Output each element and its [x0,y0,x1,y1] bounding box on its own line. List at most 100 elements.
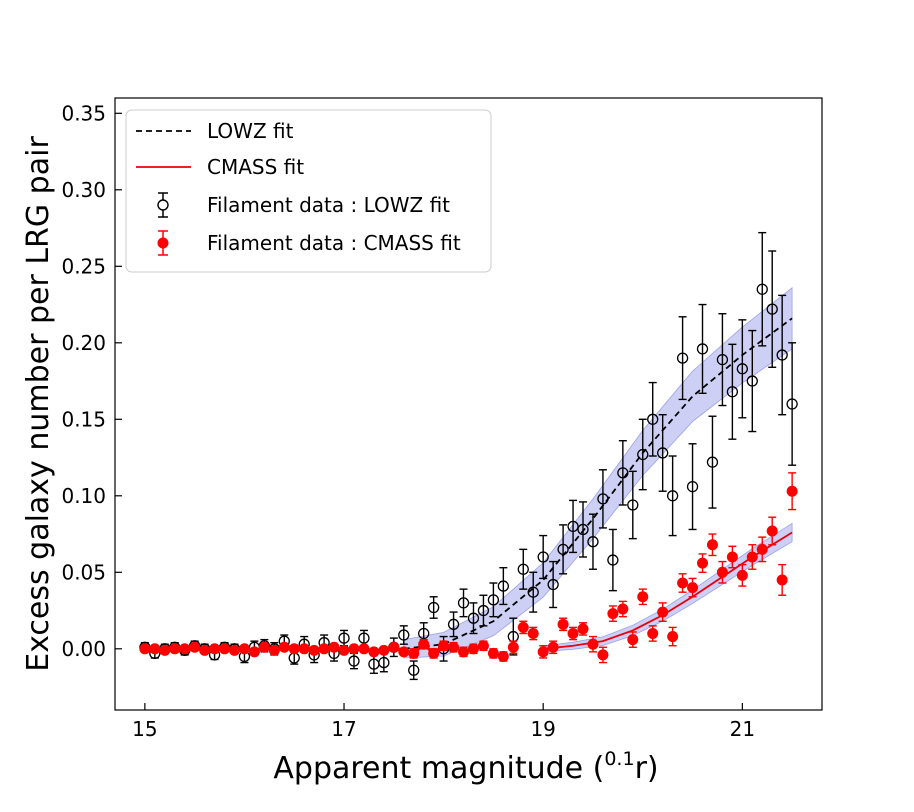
legend-lowz-data-swatch [157,192,169,218]
lowz-point-64 [776,294,788,416]
y-tick-label-0.10: 0.10 [61,484,106,508]
cmass-marker-55 [687,582,699,594]
lowz-point-38 [517,548,529,590]
lowz-point-23 [368,654,380,674]
cmass-point-64 [776,563,788,596]
lowz-point-20 [338,629,350,647]
plot-frame [114,97,823,711]
cmass-marker-24 [378,644,390,656]
cmass-marker-40 [537,646,549,658]
lowz-point-43 [567,499,579,554]
lowz-point-46 [597,469,609,529]
lowz-marker-24 [378,656,390,669]
lowz-marker-58 [716,353,729,366]
cmass-point-15 [288,643,300,655]
fit-band-cmass [542,522,793,652]
cmass-point-7 [209,643,221,655]
cmass-point-65 [786,472,798,511]
lowz-point-51 [647,381,659,457]
lowz-point-52 [657,414,669,492]
lowz-marker-38 [517,563,529,575]
cmass-marker-17 [308,644,320,656]
lowz-point-62 [756,231,768,347]
legend-box [125,109,492,273]
lowz-point-45 [587,513,599,570]
cmass-marker-13 [268,644,280,656]
lowz-point-59 [726,343,739,440]
cmass-point-10 [238,643,250,655]
lowz-marker-52 [657,447,669,459]
fit-band-lowz [403,286,793,659]
cmass-marker-59 [726,551,738,563]
cmass-marker-15 [288,643,300,655]
cmass-marker-42 [557,618,569,630]
lowz-marker-56 [696,343,709,355]
lowz-point-44 [577,501,589,558]
lowz-point-29 [427,596,440,619]
lowz-marker-51 [647,413,659,425]
cmass-marker-49 [627,634,639,646]
cmass-point-31 [448,641,460,653]
cmass-marker-48 [617,603,629,615]
y-tick-label-0.20: 0.20 [61,331,106,355]
cmass-marker-61 [746,551,758,563]
cmass-point-30 [438,640,450,652]
lowz-marker-54 [676,352,689,364]
lowz-marker-53 [666,490,679,502]
lowz-point-60 [736,319,748,419]
lowz-point-26 [398,625,410,645]
cmass-point-43 [567,626,579,641]
lowz-marker-45 [587,536,599,548]
lowz-point-42 [557,524,569,575]
cmass-marker-41 [547,641,559,653]
cmass-marker-58 [716,566,728,578]
cmass-point-24 [378,644,390,656]
cmass-marker-53 [667,631,679,643]
y-axis-label: Excess galaxy number per LRG pair [21,136,56,672]
legend: LOWZ fit CMASS fit Filament data : LOWZ … [125,109,492,273]
cmass-point-29 [428,647,440,659]
lowz-marker-36 [497,580,510,592]
cmass-point-62 [756,536,768,563]
cmass-marker-0 [139,643,151,655]
cmass-point-47 [607,605,619,622]
lowz-marker-29 [427,601,440,614]
x-tick-label-19: 19 [530,717,555,741]
legend-label-cmass-data: Filament data : CMASS fit [207,231,461,255]
cmass-point-41 [547,640,559,655]
lowz-marker-32 [457,597,470,609]
lowz-marker-59 [726,386,739,398]
y-tick-label-0.05: 0.05 [61,560,106,584]
cmass-marker-37 [507,641,519,653]
cmass-point-45 [587,635,599,653]
lowz-point-24 [378,652,390,673]
cmass-marker-9 [228,644,240,656]
cmass-marker-62 [756,543,768,555]
cmass-marker-60 [736,569,748,581]
lowz-marker-40 [537,551,549,563]
lowz-point-31 [447,611,460,638]
lowz-marker-43 [567,520,579,533]
cmass-marker-1 [149,643,161,655]
cmass-point-39 [527,626,539,641]
lowz-point-36 [497,567,510,606]
cmass-point-56 [697,553,709,573]
cmass-marker-6 [199,644,211,656]
lowz-marker-34 [477,604,490,617]
lowz-marker-22 [358,632,370,644]
lowz-marker-49 [627,499,639,511]
cmass-point-51 [647,625,659,642]
cmass-point-13 [268,644,280,656]
cmass-point-12 [258,641,270,653]
cmass-point-59 [726,545,738,569]
cmass-point-50 [637,588,649,606]
cmass-marker-21 [348,643,360,655]
cmass-marker-7 [209,643,221,655]
lowz-marker-20 [338,632,350,644]
lowz-point-49 [627,470,639,540]
lowz-marker-42 [557,543,569,555]
y-tick-label-0.35: 0.35 [61,101,106,125]
lowz-marker-50 [637,448,649,461]
cmass-point-57 [706,533,718,557]
cmass-point-20 [338,644,350,656]
